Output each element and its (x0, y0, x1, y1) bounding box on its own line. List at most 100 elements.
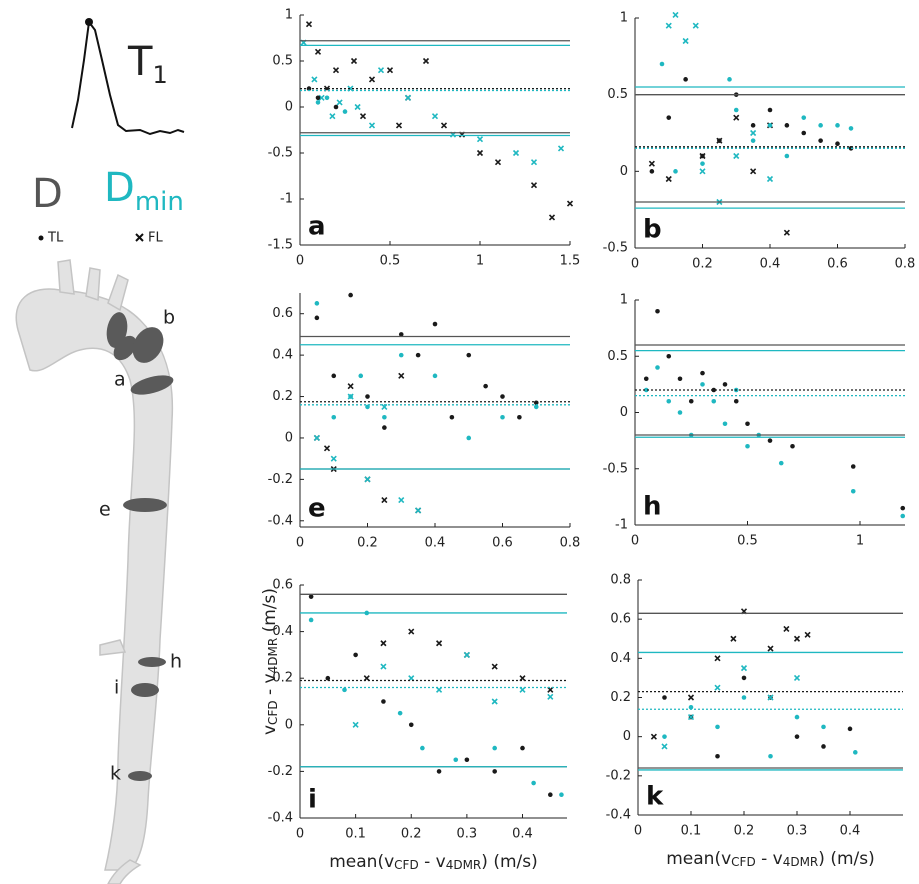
point (821, 724, 826, 730)
point (330, 455, 337, 462)
y-tick-label: 0.4 (272, 348, 293, 363)
point (666, 353, 672, 359)
point (315, 95, 321, 101)
point (547, 693, 554, 700)
point (745, 443, 750, 449)
point (665, 175, 672, 183)
cut-planes (106, 312, 174, 781)
point (436, 769, 442, 774)
legend-tl: TL (47, 231, 64, 246)
point (682, 37, 689, 45)
point (784, 123, 790, 128)
point (432, 321, 438, 327)
point (643, 376, 649, 382)
label-sub: min (135, 187, 184, 217)
y-tick-label: -1 (615, 518, 628, 533)
point (453, 757, 459, 763)
point (420, 745, 425, 751)
point (766, 175, 774, 183)
point (358, 373, 364, 379)
y-tick-label: -0.5 (268, 146, 293, 161)
y-tick-label: 0.6 (272, 578, 293, 593)
point (531, 780, 536, 786)
x-tick-label: 0.2 (357, 536, 378, 551)
point (464, 757, 470, 763)
x-tick-label: 1 (476, 254, 484, 269)
point (666, 115, 672, 120)
y-tick-label: 0 (623, 729, 631, 744)
point (818, 138, 823, 143)
point (347, 393, 354, 400)
point (382, 414, 387, 420)
point (314, 315, 320, 321)
point (432, 373, 438, 379)
point (331, 373, 337, 379)
y-tick-label: -0.4 (268, 811, 293, 826)
point (352, 721, 359, 728)
x-tick-label: 0.3 (457, 827, 478, 842)
x-tick-label: 0 (634, 824, 642, 839)
point (364, 476, 371, 483)
legend-d: D (32, 171, 63, 217)
panel-label: k (646, 782, 664, 812)
point (519, 686, 526, 693)
point (466, 352, 472, 358)
point (398, 497, 405, 504)
plane (113, 335, 137, 361)
point (342, 687, 347, 693)
legend-dmin: Dmin (104, 165, 184, 217)
point (476, 149, 484, 157)
point (733, 152, 740, 160)
point (519, 675, 526, 682)
point (793, 635, 801, 642)
x-tick-label: 0 (296, 536, 304, 551)
point (848, 126, 854, 131)
x-tick-label: 1 (856, 534, 864, 549)
point (547, 686, 554, 693)
waveform (71, 19, 185, 136)
point (821, 744, 826, 749)
point (655, 308, 660, 314)
point (745, 421, 750, 427)
plane (132, 327, 164, 363)
x-tick-label: 0.5 (380, 254, 401, 269)
point (354, 103, 361, 111)
label-sub: 4DMR (783, 855, 819, 869)
panel-label: e (308, 494, 326, 524)
point (377, 67, 385, 74)
plane (131, 683, 159, 697)
point (365, 404, 370, 410)
point (323, 445, 331, 452)
point (500, 394, 505, 399)
point (750, 168, 757, 175)
point (659, 61, 665, 67)
x-tick-label: 0.4 (512, 827, 533, 842)
point (350, 57, 358, 65)
point (716, 137, 723, 144)
point (440, 122, 448, 129)
point (315, 100, 321, 105)
point (688, 704, 694, 710)
point (655, 365, 660, 370)
waveform-marker (85, 18, 93, 26)
point (324, 95, 330, 101)
point (381, 403, 388, 410)
point (380, 663, 387, 670)
label-main: (m/s) (260, 588, 280, 638)
point (692, 22, 699, 29)
point (359, 113, 367, 120)
point (363, 675, 370, 682)
x-tick-label: 0.5 (737, 534, 758, 549)
x-tick-label: 0.8 (560, 536, 581, 551)
point (818, 123, 823, 128)
x-tick-label: 0 (631, 534, 639, 549)
point (314, 48, 322, 55)
x-axis-label: mean(vCFD - v4DMR) (m/s) (666, 849, 874, 869)
point (308, 594, 314, 599)
point (711, 398, 717, 404)
label-main: mean(v (666, 849, 731, 869)
y-tick-label: 1 (620, 11, 628, 26)
y-tick-label: 0.8 (610, 573, 631, 588)
point (329, 113, 336, 120)
